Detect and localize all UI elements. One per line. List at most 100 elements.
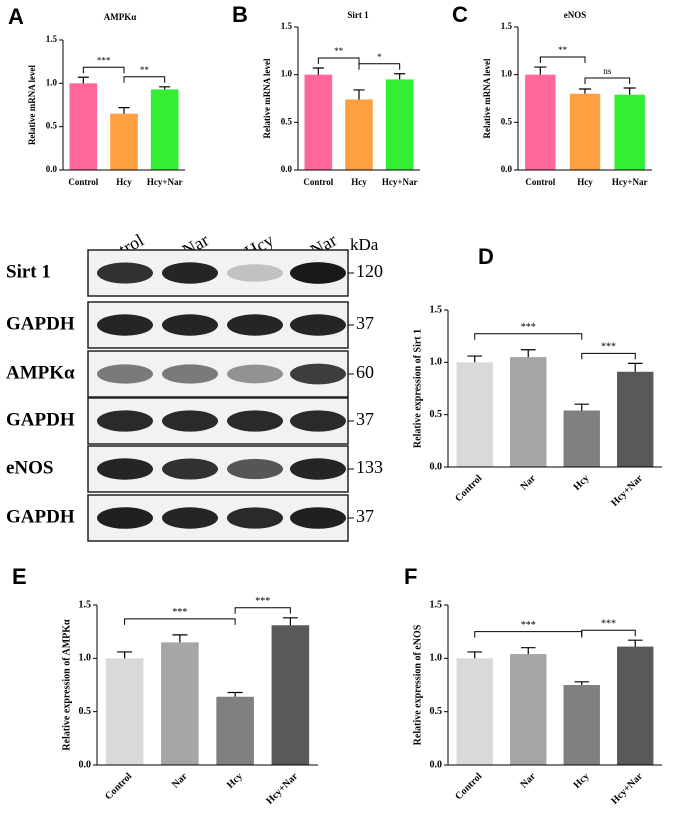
row-label: GAPDH — [6, 313, 75, 334]
y-tick-label: 0.0 — [281, 164, 293, 174]
size-label: 37 — [356, 506, 374, 526]
comparison-bracket — [82, 66, 125, 74]
blot-band — [97, 458, 153, 480]
y-tick-label: 0.5 — [430, 706, 443, 717]
error-bar — [520, 647, 536, 655]
error-bar — [159, 86, 171, 90]
y-tick-label: 1.5 — [430, 304, 443, 315]
error-bar — [77, 76, 89, 84]
blot-band — [290, 314, 346, 336]
y-axis-label: Relative mRNA level — [262, 58, 272, 138]
significance-label: *** — [521, 620, 536, 631]
row-label: GAPDH — [6, 506, 75, 527]
y-tick-label: 1.0 — [281, 69, 293, 79]
x-tick-label: Control — [68, 177, 98, 187]
comparison-bracket — [539, 56, 586, 64]
bar — [617, 371, 654, 467]
comparison-bracket — [234, 607, 291, 614]
blot-band — [227, 314, 283, 336]
bar — [110, 113, 138, 170]
x-tick-label: Hcy+Nar — [264, 771, 300, 807]
bar — [271, 625, 310, 765]
comparison-bracket — [474, 333, 583, 340]
error-bar — [520, 349, 536, 358]
error-bar — [534, 66, 547, 75]
x-tick-label: Hcy — [577, 177, 593, 187]
blot-band — [290, 458, 346, 480]
y-tick-label: 1.0 — [46, 77, 58, 87]
size-label: 60 — [356, 362, 374, 382]
size-label: 37 — [356, 313, 374, 333]
y-axis-label: Relative mRNA level — [27, 65, 37, 145]
blot-band — [97, 410, 153, 432]
significance-label: *** — [255, 596, 270, 607]
comparison-bracket — [123, 76, 166, 83]
x-tick-label: Hcy — [572, 771, 592, 791]
blot-band — [162, 410, 218, 432]
error-bar — [353, 89, 365, 100]
row-label: eNOS — [6, 457, 54, 478]
row-label: Sirt 1 — [6, 261, 51, 282]
x-tick-label: Hcy+Nar — [612, 177, 648, 187]
y-tick-label: 1.5 — [46, 34, 58, 44]
error-bar — [574, 681, 590, 685]
y-tick-label: 0.0 — [501, 164, 513, 174]
error-bar — [627, 362, 643, 372]
blot-band — [162, 458, 218, 480]
comparison-bracket — [358, 63, 401, 70]
error-bar — [172, 634, 188, 643]
error-bar — [623, 87, 636, 95]
bar — [563, 685, 600, 765]
error-bar — [467, 355, 483, 363]
y-tick-label: 1.5 — [501, 21, 513, 31]
significance-label: *** — [521, 322, 536, 333]
x-tick-label: Control — [453, 473, 484, 504]
y-tick-label: 1.5 — [430, 599, 443, 610]
y-tick-label: 1.5 — [79, 599, 92, 610]
panel-letter: D — [478, 244, 494, 269]
blot-band — [97, 314, 153, 336]
chart-title: Sirt 1 — [347, 10, 369, 20]
significance-label: *** — [601, 342, 616, 353]
error-bar — [282, 617, 298, 626]
panel-letter: F — [404, 564, 417, 589]
significance-label: *** — [172, 607, 187, 618]
comparison-bracket — [581, 352, 636, 360]
y-axis-label: Relative expression of eNOS — [412, 624, 423, 745]
blot-band — [162, 314, 218, 336]
blot-band — [162, 364, 218, 384]
bar — [161, 642, 199, 765]
bar — [105, 658, 144, 765]
error-bar — [394, 73, 406, 80]
blot-band — [227, 364, 283, 384]
x-tick-label: Hcy+Nar — [147, 177, 183, 187]
error-bar — [118, 107, 130, 114]
x-tick-label: Hcy — [572, 473, 592, 493]
panel-letter: B — [232, 2, 248, 27]
y-axis-label: Relative expression of Sirt 1 — [412, 329, 423, 448]
bar — [456, 362, 493, 467]
y-axis-label: Relative mRNA level — [482, 58, 492, 138]
bar — [525, 74, 556, 170]
bar — [563, 410, 600, 467]
bar — [216, 696, 254, 765]
significance-label: *** — [97, 55, 111, 65]
x-tick-label: Control — [303, 177, 333, 187]
significance-label: * — [377, 52, 382, 62]
y-tick-label: 1.0 — [430, 653, 443, 664]
y-tick-label: 0.5 — [46, 121, 58, 131]
bar — [385, 79, 414, 170]
blot-band — [227, 458, 283, 480]
blot-band — [97, 507, 153, 529]
y-tick-label: 0.5 — [430, 409, 443, 420]
significance-label: *** — [601, 618, 616, 629]
blot-band — [290, 507, 346, 529]
x-tick-label: Hcy+Nar — [382, 177, 418, 187]
bar — [510, 654, 547, 765]
blot-band — [162, 507, 218, 529]
chart-title: eNOS — [564, 10, 587, 20]
comparison-bracket — [584, 77, 631, 85]
significance-label: ns — [603, 66, 612, 76]
size-label: 37 — [356, 409, 374, 429]
unit-label: kDa — [350, 235, 379, 254]
